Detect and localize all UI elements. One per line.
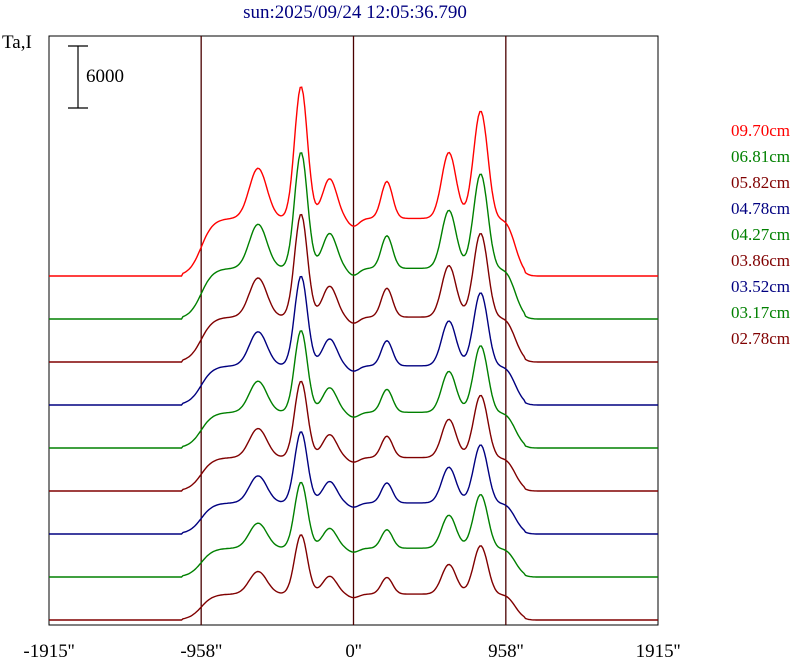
legend-entry: 09.70cm	[731, 121, 790, 140]
chart-title: sun:2025/09/24 12:05:36.790	[243, 2, 467, 23]
x-tick-label: 958''	[488, 641, 523, 662]
x-tick-labels: -1915'' -958'' 0'' 958'' 1915''	[23, 641, 680, 662]
x-tick-label: 0''	[345, 641, 361, 662]
series-line-04-27cm	[49, 330, 658, 449]
vertical-marker-lines	[200, 36, 507, 625]
series-line-03-86cm	[49, 380, 658, 492]
y-axis-label: Ta,I	[2, 32, 32, 53]
x-tick-label: -958''	[180, 641, 222, 662]
legend-entry: 04.27cm	[731, 225, 790, 244]
legend: 09.70cm 06.81cm 05.82cm 04.78cm 04.27cm 03.86…	[731, 121, 790, 348]
legend-entry: 03.86cm	[731, 251, 790, 270]
scale-bar-label: 6000	[86, 66, 124, 87]
legend-entry: 02.78cm	[731, 329, 790, 348]
x-tick-label: -1915''	[23, 641, 74, 662]
legend-entry: 06.81cm	[731, 147, 790, 166]
series-line-05-82cm	[49, 213, 658, 363]
series-line-02-78cm	[49, 534, 658, 621]
legend-entry: 03.52cm	[731, 277, 790, 296]
scale-bar: 6000	[68, 45, 124, 109]
series-line-03-52cm	[49, 431, 658, 535]
x-tick-label: 1915''	[636, 641, 681, 662]
series-line-06-81cm	[49, 152, 658, 320]
series-line-09-70cm	[49, 86, 658, 277]
series-group	[49, 86, 658, 621]
series-line-03-17cm	[49, 481, 658, 578]
legend-entry: 03.17cm	[731, 303, 790, 322]
legend-entry: 05.82cm	[731, 173, 790, 192]
legend-entry: 04.78cm	[731, 199, 790, 218]
series-line-04-78cm	[49, 275, 658, 406]
